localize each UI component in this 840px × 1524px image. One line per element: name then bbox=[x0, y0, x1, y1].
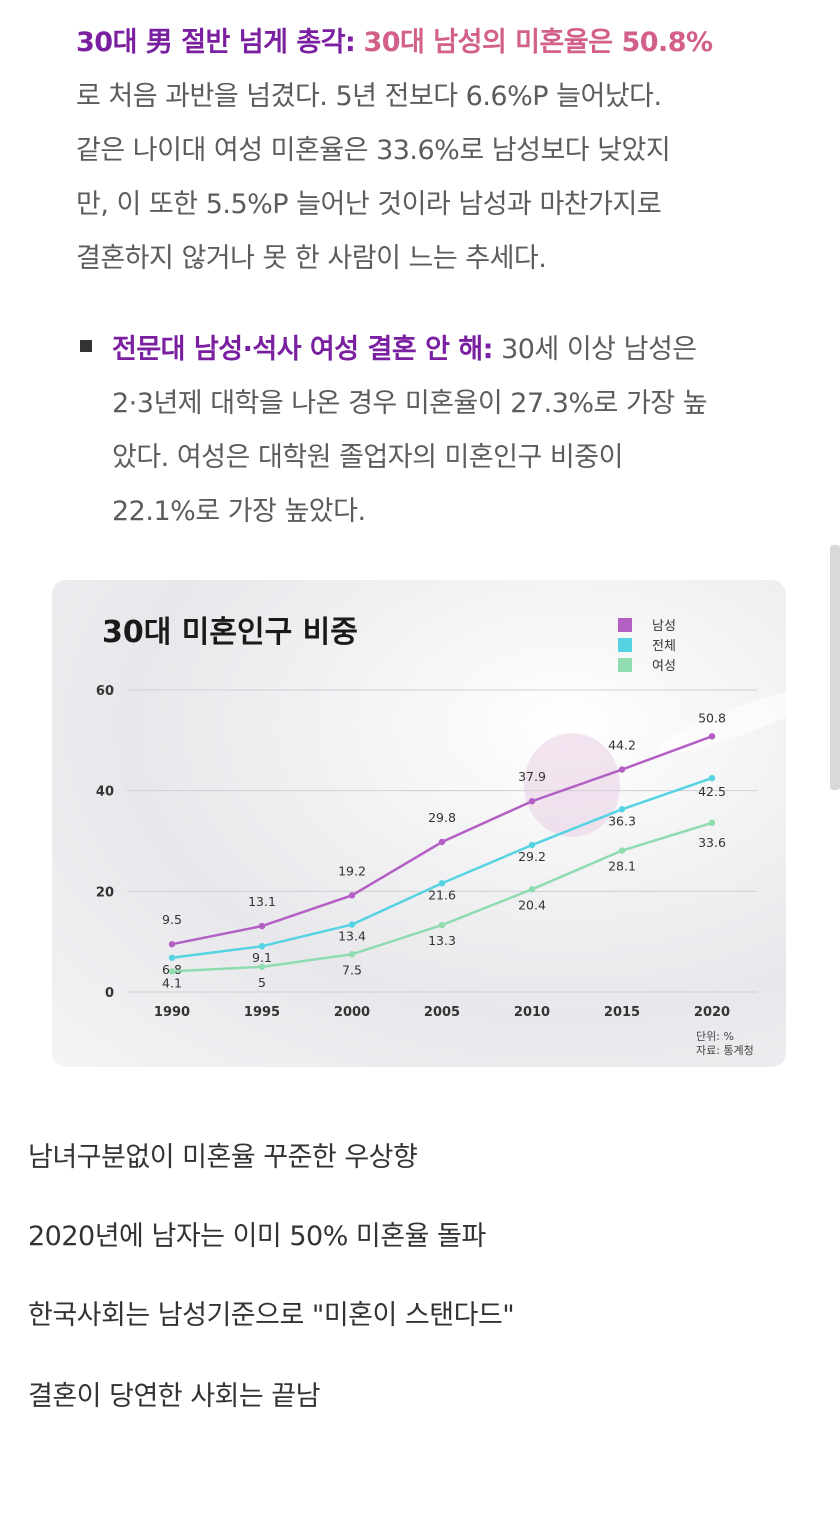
paragraph-1-first-line: 30대 男 절반 넘게 총각: 30대 남성의 미혼율은 50.8% bbox=[76, 16, 776, 70]
legend-label: 여성 bbox=[652, 659, 676, 674]
data-point bbox=[618, 847, 626, 854]
data-label: 9.1 bbox=[252, 950, 272, 965]
source-note: 자료: 통계청 bbox=[696, 1044, 754, 1057]
paragraph-2-label: 전문대 남성·석사 여성 결혼 안 해: bbox=[112, 334, 493, 365]
legend-label: 전체 bbox=[652, 639, 676, 654]
data-point bbox=[708, 774, 716, 782]
data-label: 42.5 bbox=[698, 784, 726, 799]
paragraph-1-line: 만, 이 또한 5.5%P 늘어난 것이라 남성과 마찬가지로 bbox=[76, 189, 662, 220]
data-point bbox=[708, 733, 716, 740]
x-tick-label: 1990 bbox=[154, 1005, 190, 1020]
line-chart: 30대 미혼인구 비중 0 20 40 60 1990 1995 2000 2005 2010 20… bbox=[96, 615, 786, 1057]
paragraph-1-label: 30대 男 절반 넘게 총각: bbox=[76, 27, 356, 58]
paragraph-2-first-line: 전문대 남성·석사 여성 결혼 안 해: 30세 이상 남성은 bbox=[112, 323, 792, 377]
data-point bbox=[438, 880, 446, 887]
article-paragraph-1: 30대 男 절반 넘게 총각: 30대 남성의 미혼율은 50.8% 로 처음 … bbox=[76, 16, 776, 286]
paragraph-2-first-tail: 30세 이상 남성은 bbox=[492, 334, 697, 365]
data-label: 29.8 bbox=[428, 810, 456, 825]
paragraph-2-line: 았다. 여성은 대학원 졸업자의 미혼인구 비중이 bbox=[112, 442, 623, 473]
data-point bbox=[168, 954, 176, 961]
article-paragraph-2: 전문대 남성·석사 여성 결혼 안 해: 30세 이상 남성은 2·3년제 대학… bbox=[112, 323, 792, 539]
paragraph-1-highlight: 30대 남성의 미혼율은 50.8% bbox=[363, 27, 713, 58]
x-tick-label: 2015 bbox=[604, 1005, 640, 1020]
data-label: 19.2 bbox=[338, 863, 366, 878]
legend-swatch bbox=[618, 618, 632, 632]
data-point bbox=[438, 838, 446, 846]
data-point bbox=[618, 806, 626, 813]
data-label: 13.4 bbox=[338, 929, 366, 944]
data-point bbox=[618, 766, 626, 773]
data-label: 21.6 bbox=[428, 887, 456, 902]
data-label: 4.1 bbox=[162, 975, 182, 990]
data-label: 33.6 bbox=[698, 835, 726, 850]
data-label: 36.3 bbox=[608, 813, 636, 828]
legend-label: 남성 bbox=[652, 619, 676, 634]
data-label: 20.4 bbox=[518, 897, 546, 912]
data-point bbox=[168, 968, 176, 975]
data-point bbox=[258, 942, 266, 950]
data-point bbox=[528, 841, 536, 849]
data-point bbox=[348, 951, 356, 958]
data-point bbox=[708, 819, 716, 827]
x-tick-label: 2000 bbox=[334, 1005, 370, 1020]
data-label: 9.5 bbox=[162, 912, 182, 927]
paragraph-1-line: 로 처음 과반을 넘겼다. 5년 전보다 6.6%P 늘어났다. bbox=[76, 81, 662, 112]
data-point bbox=[528, 886, 536, 893]
data-label: 13.3 bbox=[428, 933, 456, 948]
data-label: 13.1 bbox=[248, 894, 276, 909]
data-point bbox=[258, 963, 266, 971]
paragraph-2-line: 22.1%로 가장 높았다. bbox=[112, 496, 366, 527]
rose-decoration bbox=[524, 733, 620, 837]
paragraph-2-line: 2·3년제 대학을 나온 경우 미혼율이 27.3%로 가장 높 bbox=[112, 388, 708, 419]
data-label: 28.1 bbox=[608, 859, 636, 874]
data-label: 44.2 bbox=[608, 738, 636, 753]
comment-line-2: 2020년에 남자는 이미 50% 미혼율 돌파 bbox=[28, 1221, 486, 1252]
data-point bbox=[348, 892, 356, 899]
unit-note: 단위: % bbox=[696, 1030, 734, 1043]
bullet-icon bbox=[80, 340, 92, 352]
legend-swatch bbox=[618, 658, 632, 672]
legend-swatch bbox=[618, 638, 632, 652]
comment-line-1: 남녀구분없이 미혼율 꾸준한 우상향 bbox=[28, 1142, 418, 1173]
comment-line-4: 결혼이 당연한 사회는 끝남 bbox=[28, 1381, 321, 1412]
data-label: 50.8 bbox=[698, 710, 726, 725]
data-label: 37.9 bbox=[518, 769, 546, 784]
scrollbar[interactable] bbox=[830, 545, 840, 790]
x-tick-label: 1995 bbox=[244, 1005, 280, 1020]
data-point bbox=[438, 921, 446, 929]
y-tick-label: 40 bbox=[96, 785, 114, 800]
y-tick-label: 60 bbox=[96, 684, 114, 699]
x-tick-label: 2005 bbox=[424, 1005, 460, 1020]
chart-card: 30대 미혼인구 비중 0 20 40 60 1990 1995 2000 2005 2010 20… bbox=[52, 580, 786, 1067]
x-tick-label: 2020 bbox=[694, 1005, 730, 1020]
data-label: 7.5 bbox=[342, 962, 362, 977]
comment-line-3: 한국사회는 남성기준으로 "미혼이 스탠다드" bbox=[28, 1300, 515, 1331]
data-point bbox=[528, 798, 536, 805]
paragraph-1-line: 같은 나이대 여성 미혼율은 33.6%로 남성보다 낮았지 bbox=[76, 135, 671, 166]
data-point bbox=[348, 921, 356, 928]
x-tick-label: 2010 bbox=[514, 1005, 550, 1020]
data-label: 5 bbox=[258, 975, 266, 990]
y-tick-label: 0 bbox=[105, 986, 114, 1001]
data-point bbox=[258, 922, 266, 930]
data-label: 29.2 bbox=[518, 849, 546, 864]
fabric-highlight bbox=[657, 686, 786, 754]
paragraph-1-line: 결혼하지 않거나 못 한 사람이 느는 추세다. bbox=[76, 243, 547, 274]
y-tick-label: 20 bbox=[96, 885, 114, 900]
data-point bbox=[168, 940, 176, 948]
chart-title: 30대 미혼인구 비중 bbox=[102, 615, 358, 650]
